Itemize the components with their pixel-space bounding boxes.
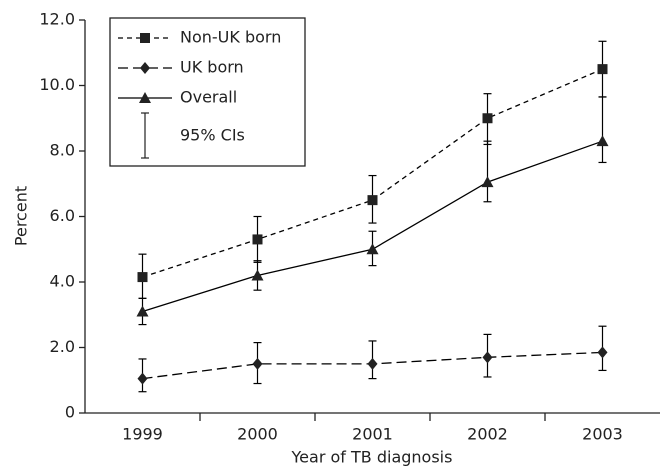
x-tick-label: 2003 (582, 425, 623, 444)
y-tick-label: 2.0 (50, 337, 75, 356)
x-tick-label: 2002 (467, 425, 508, 444)
x-tick-label: 1999 (122, 425, 163, 444)
x-axis-label: Year of TB diagnosis (291, 448, 453, 467)
marker (366, 243, 379, 255)
y-tick-label: 4.0 (50, 272, 75, 291)
series-line (142, 68, 603, 278)
marker (251, 269, 264, 281)
marker (596, 135, 609, 147)
marker (481, 176, 494, 188)
marker (367, 357, 378, 370)
marker (482, 351, 493, 364)
marker (482, 113, 493, 124)
legend-label: 95% CIs (180, 126, 245, 145)
marker (140, 62, 150, 74)
marker (140, 33, 150, 43)
series-line (142, 140, 603, 313)
x-tick-label: 2001 (352, 425, 393, 444)
marker (597, 64, 608, 75)
x-tick-label: 2000 (237, 425, 278, 444)
legend-label: UK born (180, 58, 244, 77)
marker (252, 357, 263, 370)
y-tick-label: 0 (65, 403, 75, 422)
y-tick-label: 6.0 (50, 206, 75, 225)
legend-label: Overall (180, 88, 237, 107)
marker (137, 272, 148, 283)
marker (367, 195, 378, 206)
marker (597, 346, 608, 359)
y-tick-label: 10.0 (39, 75, 75, 94)
marker (139, 92, 151, 103)
y-axis-label: Percent (12, 186, 31, 246)
legend-label: Non-UK born (180, 28, 281, 47)
y-tick-label: 8.0 (50, 141, 75, 160)
y-tick-label: 12.0 (39, 10, 75, 29)
marker (136, 305, 149, 317)
marker (252, 234, 263, 245)
marker (137, 372, 148, 385)
